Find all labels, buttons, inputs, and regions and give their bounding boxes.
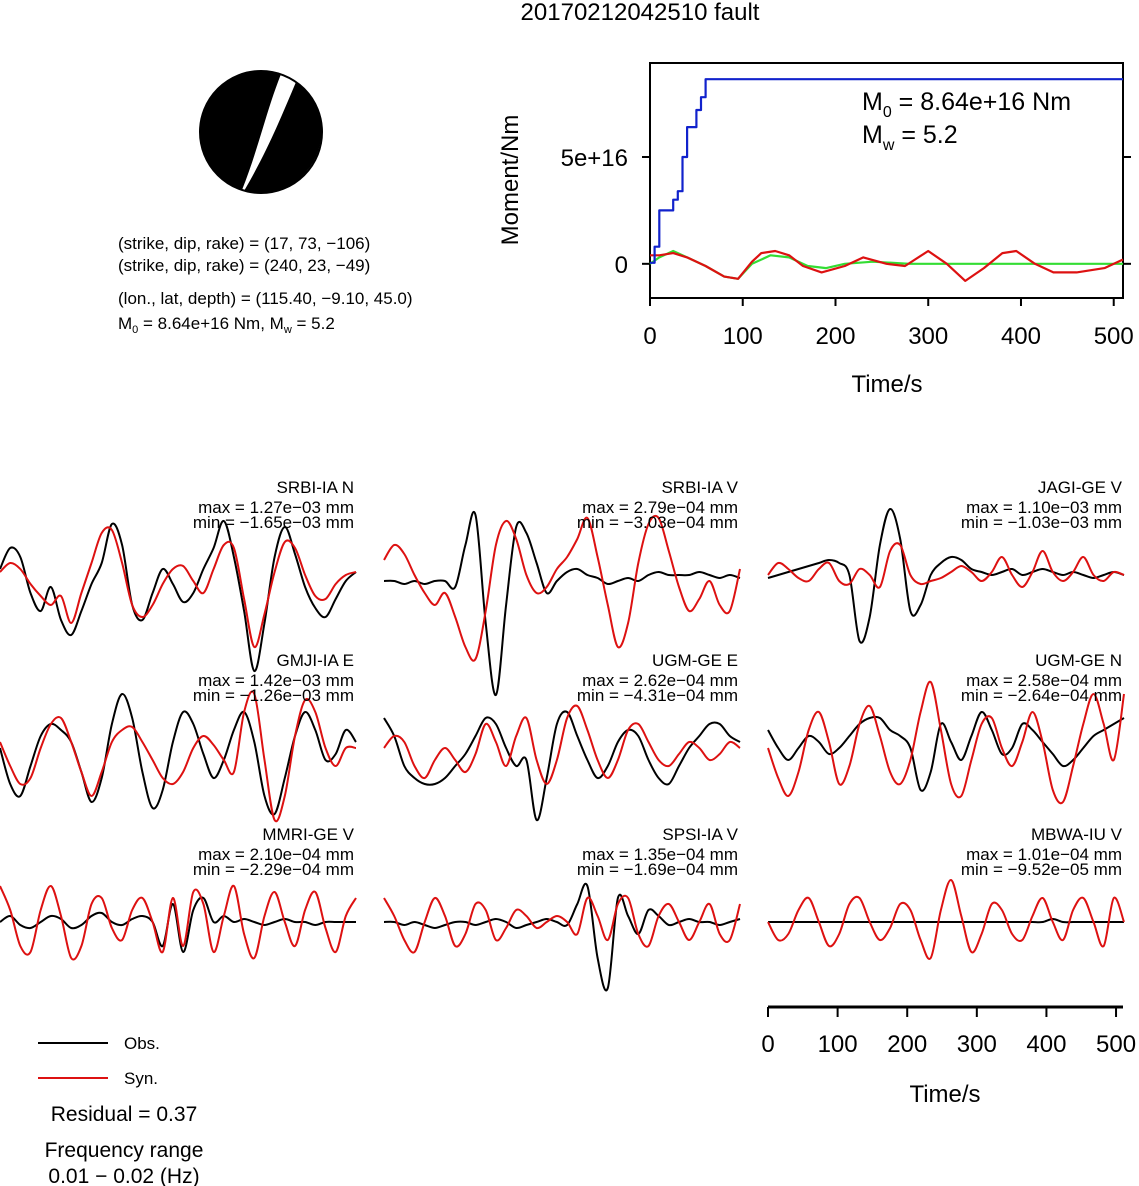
max-amplitude: max = 1.42e−03 mm <box>198 671 354 690</box>
moment-annotation-m0: M0 = 8.64e+16 Nm <box>862 88 1071 121</box>
moment-series-syn <box>650 249 1124 282</box>
legend-syn-label: Syn. <box>124 1069 158 1088</box>
min-amplitude: min = −1.69e−04 mm <box>577 860 738 879</box>
location-line: (lon., lat, depth) = (115.40, −9.10, 45.… <box>118 289 413 308</box>
obs-trace <box>0 693 357 816</box>
moment-ylabel: Moment/Nm <box>497 115 524 246</box>
max-amplitude: max = 1.01e−04 mm <box>966 845 1122 864</box>
moment-xtick-label: 200 <box>815 323 855 350</box>
nodal-plane-2: (strike, dip, rake) = (240, 23, −49) <box>118 256 370 275</box>
figure-title: 20170212042510 fault <box>521 0 760 26</box>
syn-trace <box>767 879 1125 960</box>
frequency-value: 0.01 − 0.02 (Hz) <box>48 1165 199 1186</box>
axis-tick-label: 500 <box>1096 1031 1136 1058</box>
max-amplitude: max = 2.79e−04 mm <box>582 498 738 517</box>
syn-trace <box>0 884 357 961</box>
min-amplitude: min = −1.65e−03 mm <box>193 513 354 532</box>
nodal-plane-1: (strike, dip, rake) = (17, 73, −106) <box>118 234 370 253</box>
station-label: SRBI-IA N <box>277 478 354 497</box>
obs-trace <box>0 519 357 673</box>
legend: Obs. Syn. <box>38 1034 160 1088</box>
station-label: JAGI-GE V <box>1038 478 1123 497</box>
obs-trace <box>768 917 1124 924</box>
frequency-label: Frequency range <box>45 1139 204 1162</box>
moment-ticks: 0 100 200 300 400 500 0 5e+16 <box>561 145 1134 350</box>
legend-obs-label: Obs. <box>124 1034 160 1053</box>
max-amplitude: max = 1.35e−04 mm <box>582 845 738 864</box>
syn-trace <box>383 704 741 786</box>
axis-tick-label: 0 <box>761 1031 774 1058</box>
moment-series <box>649 78 1124 282</box>
max-amplitude: max = 1.10e−03 mm <box>966 498 1122 517</box>
min-amplitude: min = −2.29e−04 mm <box>193 860 354 879</box>
moment-xtick-label: 500 <box>1094 323 1134 350</box>
moment-xtick-label: 100 <box>723 323 763 350</box>
axis-tick-label: 400 <box>1026 1031 1066 1058</box>
moment-xtick-label: 400 <box>1001 323 1041 350</box>
moment-summary: M0 = 8.64e+16 Nm, Mw = 5.2 <box>118 314 335 336</box>
min-amplitude: min = −2.64e−04 mm <box>961 686 1122 705</box>
moment-ytick-label: 5e+16 <box>561 145 628 172</box>
obs-trace <box>383 511 741 697</box>
min-amplitude: min = −4.31e−04 mm <box>577 686 738 705</box>
syn-trace <box>0 526 357 649</box>
axis-tick-label: 200 <box>887 1031 927 1058</box>
station-label: UGM-GE N <box>1035 651 1122 670</box>
syn-trace <box>767 542 1125 589</box>
max-amplitude: max = 1.27e−03 mm <box>198 498 354 517</box>
station-label: MMRI-GE V <box>262 825 354 844</box>
beachball-icon <box>199 70 323 194</box>
waveform-xlabel: Time/s <box>909 1081 980 1108</box>
axis-tick-label: 100 <box>818 1031 858 1058</box>
station-label: SRBI-IA V <box>661 478 738 497</box>
moment-ytick-label: 0 <box>615 252 628 279</box>
min-amplitude: min = −9.52e−05 mm <box>961 860 1122 879</box>
syn-trace <box>383 514 741 662</box>
min-amplitude: min = −1.26e−03 mm <box>193 686 354 705</box>
moment-annotation-mw: Mw = 5.2 <box>862 121 958 154</box>
syn-trace <box>0 690 357 823</box>
obs-trace <box>383 710 741 822</box>
moment-series-moment <box>650 78 1123 264</box>
syn-trace <box>383 894 741 954</box>
max-amplitude: max = 2.58e−04 mm <box>966 671 1122 690</box>
station-label: MBWA-IU V <box>1031 825 1123 844</box>
max-amplitude: max = 2.62e−04 mm <box>582 671 738 690</box>
obs-trace <box>767 508 1125 644</box>
min-amplitude: min = −1.03e−03 mm <box>961 513 1122 532</box>
residual-text: Residual = 0.37 <box>51 1103 198 1126</box>
moment-xlabel: Time/s <box>851 371 922 398</box>
obs-trace <box>767 711 1125 792</box>
syn-trace <box>767 680 1125 805</box>
waveform-time-axis: 0 100 200 300 400 500 <box>761 1005 1136 1058</box>
station-label: SPSI-IA V <box>662 825 738 844</box>
axis-tick-label: 300 <box>957 1031 997 1058</box>
station-label: UGM-GE E <box>652 651 738 670</box>
moment-xtick-label: 300 <box>908 323 948 350</box>
moment-chart-frame <box>649 62 1124 299</box>
station-label: GMJI-IA E <box>277 651 354 670</box>
min-amplitude: min = −3.03e−04 mm <box>577 513 738 532</box>
max-amplitude: max = 2.10e−04 mm <box>198 845 354 864</box>
moment-xtick-label: 0 <box>643 323 656 350</box>
